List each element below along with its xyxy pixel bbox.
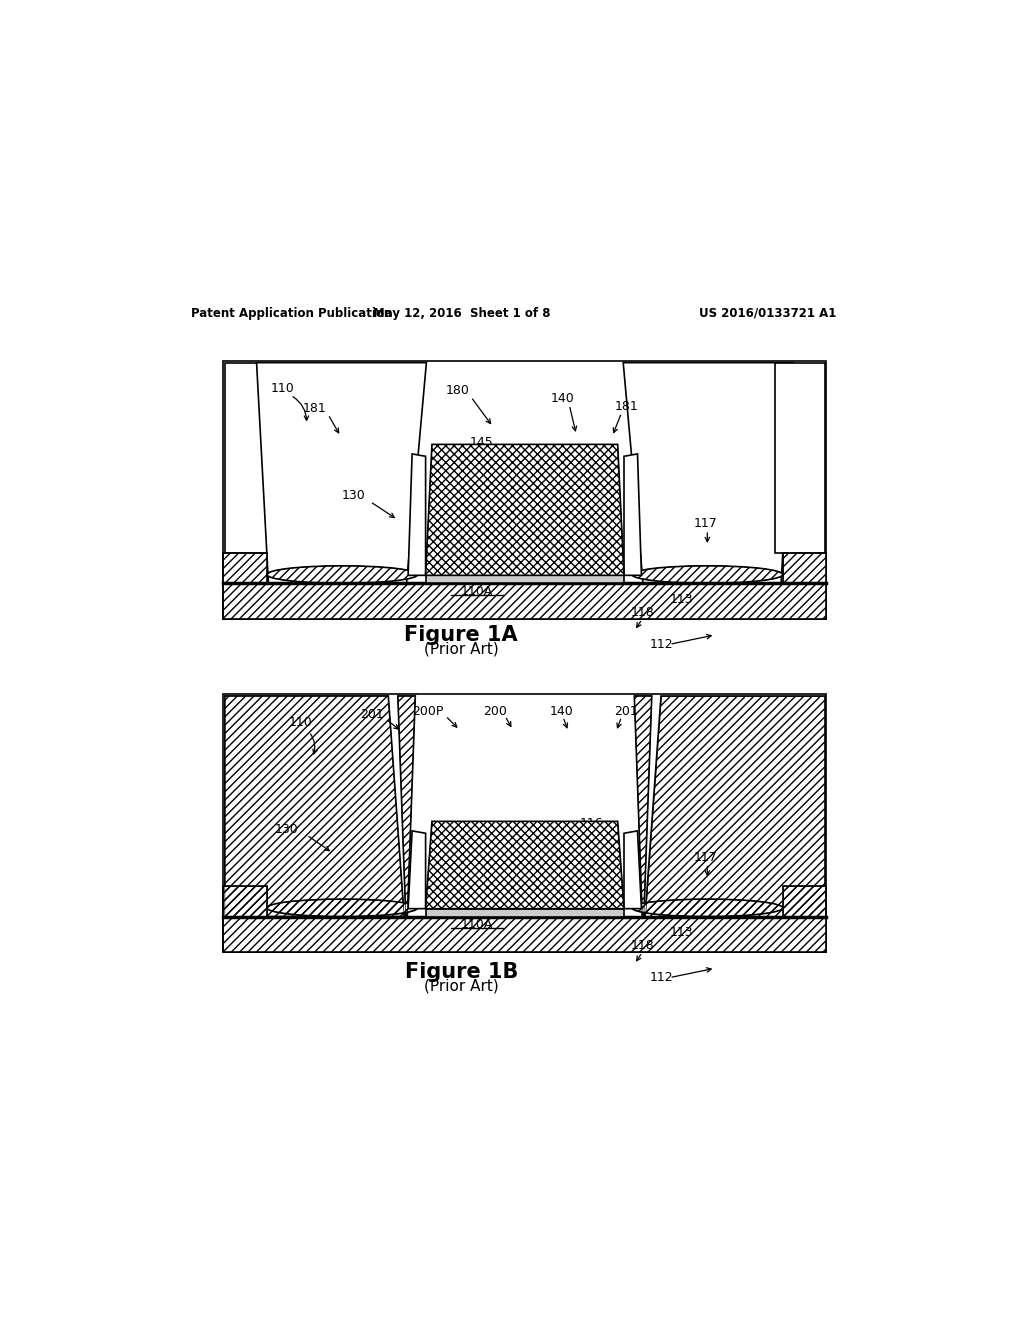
Text: (Prior Art): (Prior Art) <box>424 642 499 656</box>
Polygon shape <box>409 454 426 576</box>
Text: 130: 130 <box>274 822 299 836</box>
Polygon shape <box>624 830 641 908</box>
Text: (Prior Art): (Prior Art) <box>424 979 499 994</box>
Text: 201: 201 <box>614 705 638 718</box>
Text: 117: 117 <box>694 517 718 531</box>
Polygon shape <box>409 830 426 908</box>
Text: 110: 110 <box>289 715 313 729</box>
Text: US 2016/0133721 A1: US 2016/0133721 A1 <box>699 308 837 319</box>
Polygon shape <box>223 362 826 619</box>
Text: 113: 113 <box>670 925 693 939</box>
Text: 130: 130 <box>342 490 366 503</box>
Polygon shape <box>223 887 267 916</box>
Text: 110A: 110A <box>461 917 494 931</box>
Text: 112: 112 <box>649 972 673 985</box>
Polygon shape <box>624 454 641 576</box>
Ellipse shape <box>267 899 418 916</box>
Text: 118: 118 <box>631 940 654 953</box>
Text: May 12, 2016  Sheet 1 of 8: May 12, 2016 Sheet 1 of 8 <box>373 308 550 319</box>
Text: 117: 117 <box>694 850 718 863</box>
Polygon shape <box>426 908 624 916</box>
Text: 118: 118 <box>631 606 654 619</box>
Polygon shape <box>426 821 624 908</box>
Polygon shape <box>225 363 274 553</box>
Polygon shape <box>223 583 826 619</box>
Text: 112: 112 <box>649 638 673 651</box>
Polygon shape <box>775 363 824 553</box>
Ellipse shape <box>632 899 782 916</box>
Text: Figure 1B: Figure 1B <box>404 962 518 982</box>
Text: 110A: 110A <box>461 585 494 598</box>
Polygon shape <box>624 363 793 583</box>
Text: 200: 200 <box>482 705 507 718</box>
Polygon shape <box>782 553 826 583</box>
Text: 110: 110 <box>271 383 295 396</box>
Polygon shape <box>223 916 826 952</box>
Polygon shape <box>426 576 624 583</box>
Text: 116: 116 <box>580 817 603 830</box>
Polygon shape <box>397 696 416 916</box>
Polygon shape <box>645 696 824 916</box>
Text: Patent Application Publication: Patent Application Publication <box>191 308 393 319</box>
Polygon shape <box>223 553 267 583</box>
Text: 140: 140 <box>550 705 573 718</box>
Text: Figure 1A: Figure 1A <box>404 624 518 645</box>
Text: 200P: 200P <box>413 705 443 718</box>
Polygon shape <box>426 445 624 576</box>
Ellipse shape <box>267 566 418 583</box>
Text: 181: 181 <box>614 400 638 413</box>
Text: 116: 116 <box>580 484 603 496</box>
Polygon shape <box>257 363 426 583</box>
Text: 180: 180 <box>445 384 469 397</box>
Polygon shape <box>634 696 652 916</box>
Text: 201: 201 <box>359 708 384 721</box>
Polygon shape <box>223 694 826 952</box>
Text: 145: 145 <box>469 437 493 449</box>
Polygon shape <box>782 887 826 916</box>
Text: 140: 140 <box>551 392 574 405</box>
Text: 181: 181 <box>303 403 327 416</box>
Ellipse shape <box>632 566 782 583</box>
Text: 113: 113 <box>670 593 693 606</box>
Polygon shape <box>225 696 404 916</box>
